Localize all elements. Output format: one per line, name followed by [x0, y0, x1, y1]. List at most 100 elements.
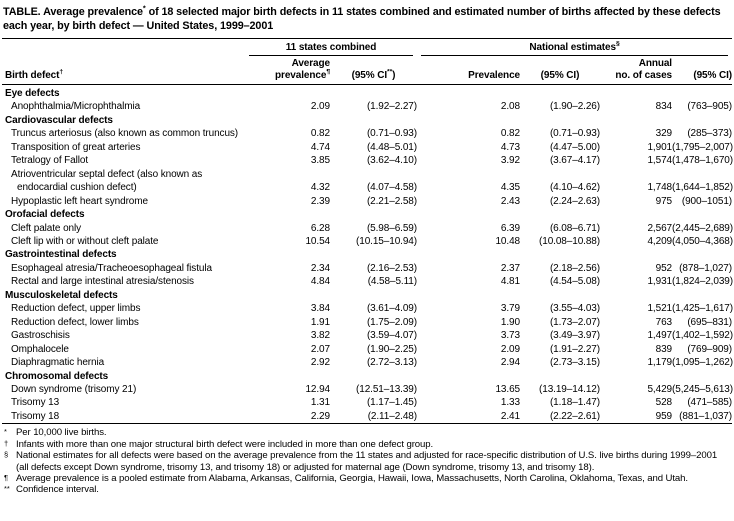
section-header-row: Orofacial defects: [2, 208, 732, 221]
value-cell: (2.18–2.56): [549, 262, 600, 274]
table-row: Rectal and large intestinal atresia/sten…: [2, 275, 733, 288]
value-cell: 3.79: [500, 303, 520, 315]
table-row: Anophthalmia/Microphthalmia 2.09 (1.92–2.2…: [2, 100, 732, 113]
group-header-row: 11 states combined National estimates§: [2, 39, 732, 56]
value-cell: 2.92: [310, 357, 330, 369]
col-header-annual-cases: Annual no. of cases: [600, 56, 672, 85]
value-cell: 1,179: [647, 357, 672, 369]
value-cell: (1,795–2,007): [672, 141, 733, 153]
table-body: Eye defects Anophthalmia/Microphthalmia 2.…: [2, 85, 733, 424]
value-cell: (4.48–5.01): [366, 141, 417, 153]
footnote: ¶ Average prevalence is a pooled estimate…: [3, 473, 731, 484]
value-cell: (2.21–2.58): [366, 195, 417, 207]
footnote: † Infants with more than one major struct…: [3, 439, 731, 450]
birth-defect-label: Trisomy 13: [11, 397, 60, 409]
value-cell: 329: [655, 128, 672, 140]
value-cell: 2.43: [500, 195, 520, 207]
table-row: Diaphragmatic hernia 2.92 (2.72–3.13) 2.94 (…: [2, 356, 733, 369]
value-cell: 2.09: [310, 101, 330, 113]
value-cell: (1.90–2.26): [549, 101, 600, 113]
col-header-average-prevalence: Average prevalence¶: [245, 56, 330, 85]
birth-defect-label: Truncus arteriosus (also known as common…: [11, 128, 239, 140]
value-cell: 2.37: [500, 262, 520, 274]
footnote-text: Confidence interval.: [16, 484, 99, 496]
value-cell: 1,748: [647, 182, 672, 194]
value-cell: (881–1,037): [679, 410, 733, 422]
value-cell: 4,209: [647, 235, 672, 247]
value-cell: 2.34: [310, 262, 330, 274]
value-cell: (3.55–4.03): [549, 303, 600, 315]
value-cell: 3.85: [310, 155, 330, 167]
group-header-11-states-label: 11 states combined: [285, 42, 377, 53]
col-header-birth-defect: Birth defect†: [2, 56, 245, 85]
value-cell: (3.61–4.09): [366, 303, 417, 315]
group-header-national-estimates: National estimates§: [417, 39, 732, 56]
value-cell: (2.11–2.48): [367, 410, 417, 422]
table-row: Gastroschisis 3.82 (3.59–4.07) 3.73 (3.49–3.…: [2, 329, 733, 342]
value-cell: 1.33: [500, 397, 520, 409]
birth-defect-label: Cleft lip with or without cleft palate: [11, 235, 159, 247]
value-cell: (1.18–1.47): [549, 397, 600, 409]
value-cell: (4.47–5.00): [549, 141, 600, 153]
birth-defects-table: 11 states combined National estimates§ B…: [2, 38, 733, 425]
footnote-marker: §: [4, 450, 9, 460]
birth-defect-label: Trisomy 18: [11, 410, 60, 422]
value-cell: (6.08–6.71): [549, 222, 600, 234]
footnote: § National estimates for all defects were…: [3, 450, 731, 473]
value-cell: 975: [655, 195, 672, 207]
table-row: Cleft palate only 6.28 (5.98–6.59) 6.39 (6.0…: [2, 222, 733, 235]
value-cell: 2.41: [500, 410, 520, 422]
value-cell: (3.67–4.17): [549, 155, 600, 167]
footnotes: * Per 10,000 live births. † Infants with mo…: [3, 427, 731, 495]
value-cell: (3.62–4.10): [366, 155, 417, 167]
value-cell: (769–909): [687, 343, 733, 355]
value-cell: 2.08: [500, 101, 520, 113]
value-cell: (1.90–2.25): [366, 343, 417, 355]
birth-defect-label: Hypoplastic left heart syndrome: [11, 195, 148, 207]
birth-defect-label: Down syndrome (trisomy 21): [11, 383, 137, 395]
value-cell: (2.16–2.53): [366, 262, 417, 274]
table-row: Trisomy 13 1.31 (1.17–1.45) 1.33 (1.18–1.47)…: [2, 396, 732, 409]
value-cell: 2.09: [500, 343, 520, 355]
value-cell: (1,644–1,852): [672, 182, 733, 194]
col-header-ci-states: (95% CI**): [330, 56, 417, 85]
value-cell: (471–585): [687, 397, 733, 409]
birth-defect-label: Cleft palate only: [11, 222, 82, 234]
value-cell: 1,521: [647, 303, 672, 315]
title-footnote-marker: *: [142, 3, 146, 13]
value-cell: 1,901: [647, 141, 672, 153]
value-cell: (10.15–10.94): [356, 235, 417, 247]
value-cell: 3.73: [500, 330, 520, 342]
birth-defect-label: Atrioventricular septal defect (also kno…: [11, 168, 203, 194]
birth-defect-footnote-marker: †: [59, 68, 64, 76]
footnote-marker: **: [4, 484, 10, 494]
value-cell: (2.72–3.13): [366, 357, 417, 369]
section-header-label: Chromosomal defects: [5, 370, 109, 382]
value-cell: 4.73: [500, 141, 520, 153]
footnote: * Per 10,000 live births.: [3, 427, 731, 438]
value-cell: 952: [655, 262, 672, 274]
column-header-row: Birth defect† Average prevalence¶ (95% C…: [2, 56, 732, 85]
footnote-text: National estimates for all defects were …: [16, 450, 718, 473]
table-row: Esophageal atresia/Tracheoesophageal fis…: [2, 262, 732, 275]
value-cell: (5.98–6.59): [366, 222, 417, 234]
value-cell: (1.75–2.09): [366, 316, 417, 328]
birth-defect-label: Transposition of great arteries: [11, 141, 141, 153]
value-cell: (1.73–2.07): [549, 316, 600, 328]
section-header-label: Cardiovascular defects: [5, 114, 113, 126]
value-cell: 5,429: [647, 383, 672, 395]
value-cell: 4.32: [310, 182, 330, 194]
section-header-row: Musculoskeletal defects: [2, 289, 732, 302]
footnote-marker: †: [4, 438, 9, 448]
avg-prevalence-footnote-marker: ¶: [326, 68, 330, 76]
footnote-marker: *: [4, 427, 7, 437]
value-cell: (1.17–1.45): [366, 397, 417, 409]
value-cell: 1.90: [500, 316, 520, 328]
value-cell: (3.49–3.97): [549, 330, 600, 342]
section-header-label: Musculoskeletal defects: [5, 289, 118, 301]
value-cell: 12.94: [305, 383, 330, 395]
value-cell: (5,245–5,613): [672, 383, 733, 395]
value-cell: 1.91: [310, 316, 330, 328]
table-row: Reduction defect, lower limbs 1.91 (1.75–2…: [2, 316, 732, 329]
value-cell: (4.10–4.62): [549, 182, 600, 194]
